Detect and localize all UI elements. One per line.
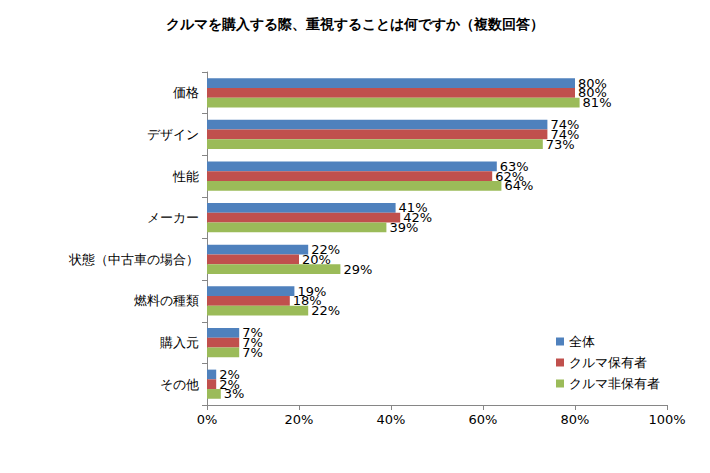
svg-text:20%: 20% <box>285 412 314 427</box>
svg-text:クルマを購入する際、重視することは何ですか（複数回答）: クルマを購入する際、重視することは何ですか（複数回答） <box>166 16 544 32</box>
svg-text:2%: 2% <box>219 376 240 392</box>
svg-text:73%: 73% <box>546 137 575 152</box>
svg-text:22%: 22% <box>311 242 341 258</box>
svg-text:22%: 22% <box>311 303 340 318</box>
svg-text:80%: 80% <box>578 85 607 101</box>
svg-text:41%: 41% <box>398 200 428 216</box>
svg-text:デザイン: デザイン <box>147 127 199 142</box>
svg-text:42%: 42% <box>403 210 433 226</box>
svg-text:40%: 40% <box>377 412 406 427</box>
svg-text:74%: 74% <box>550 117 580 133</box>
svg-text:7%: 7% <box>242 325 263 341</box>
svg-text:80%: 80% <box>578 75 607 91</box>
svg-text:60%: 60% <box>469 412 498 427</box>
svg-text:64%: 64% <box>504 178 533 193</box>
svg-text:メーカー: メーカー <box>147 210 199 225</box>
svg-text:7%: 7% <box>242 335 263 351</box>
svg-text:18%: 18% <box>292 293 322 309</box>
svg-text:その他: その他 <box>160 377 199 392</box>
svg-text:62%: 62% <box>495 168 525 184</box>
svg-text:クルマ非保有者: クルマ非保有者 <box>569 376 660 391</box>
svg-text:81%: 81% <box>583 95 612 110</box>
svg-text:39%: 39% <box>389 220 418 235</box>
svg-text:3%: 3% <box>224 386 245 401</box>
svg-text:80%: 80% <box>561 412 590 427</box>
svg-text:全体: 全体 <box>569 334 595 349</box>
svg-text:0%: 0% <box>197 412 218 427</box>
svg-text:63%: 63% <box>499 158 529 174</box>
svg-text:購入元: 購入元 <box>160 335 199 350</box>
svg-text:価格: 価格 <box>173 85 199 100</box>
svg-text:29%: 29% <box>343 262 372 277</box>
svg-text:性能: 性能 <box>172 169 199 184</box>
svg-text:74%: 74% <box>550 126 580 142</box>
svg-text:20%: 20% <box>302 252 331 267</box>
svg-text:2%: 2% <box>219 367 240 382</box>
svg-text:19%: 19% <box>297 283 327 299</box>
svg-text:クルマ保有者: クルマ保有者 <box>569 355 647 370</box>
svg-text:状態（中古車の場合）: 状態（中古車の場合） <box>68 252 199 267</box>
svg-text:100%: 100% <box>648 412 685 427</box>
svg-text:燃料の種類: 燃料の種類 <box>134 293 199 308</box>
svg-text:7%: 7% <box>242 345 263 360</box>
